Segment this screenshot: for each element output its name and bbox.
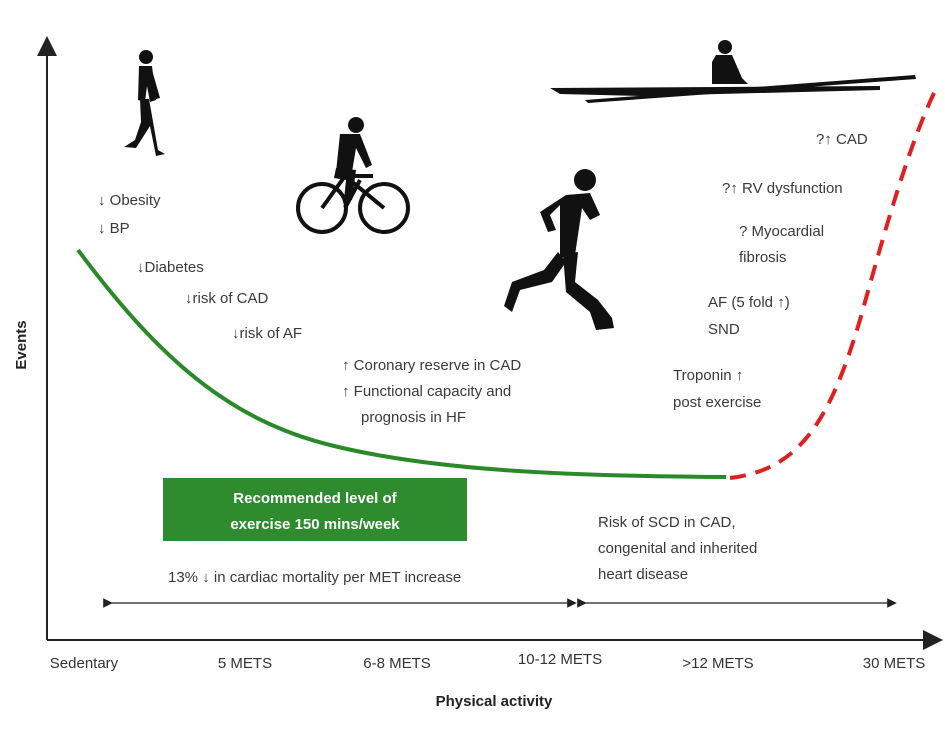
risk-troponin: Troponin ↑ [673, 367, 743, 384]
benefit-curve [76, 248, 727, 479]
x-axis-label: Physical activity [436, 693, 553, 710]
benefit-af-risk: ↓risk of AF [232, 325, 302, 342]
risk-fibrosis: fibrosis [739, 249, 787, 266]
scd-note-line1: Risk of SCD in CAD, [598, 514, 736, 531]
benefit-prognosis: prognosis in HF [361, 409, 466, 426]
benefit-coronary-reserve: ↑ Coronary reserve in CAD [342, 357, 521, 374]
walker-icon [124, 50, 165, 156]
scd-note-line3: heart disease [598, 566, 688, 583]
risk-snd: SND [708, 321, 740, 338]
benefit-diabetes: ↓Diabetes [137, 259, 204, 276]
risk-post-exercise: post exercise [673, 394, 761, 411]
risk-rv-dysfunction: ?↑ RV dysfunction [722, 180, 843, 197]
rower-icon [550, 40, 916, 103]
risk-curve [729, 84, 940, 480]
recommendation-box [163, 478, 467, 541]
recommendation-line1: Recommended level of [233, 490, 397, 507]
benefit-cad-risk: ↓risk of CAD [185, 290, 269, 307]
tick-label: 30 METS [863, 655, 926, 672]
cyclist-icon [296, 117, 410, 234]
y-axis-label: Events [13, 320, 30, 369]
risk-myocardial: ? Myocardial [739, 223, 824, 240]
tick-label: Sedentary [50, 655, 119, 672]
risk-af: AF (5 fold ↑) [708, 294, 790, 311]
runner-icon [504, 169, 614, 330]
tick-label: 10-12 METS [518, 651, 602, 668]
tick-label: 5 METS [218, 655, 272, 672]
scd-note-line2: congenital and inherited [598, 540, 757, 557]
risk-cad: ?↑ CAD [816, 131, 868, 148]
benefit-bp: ↓ BP [98, 220, 130, 237]
mortality-note: 13% ↓ in cardiac mortality per MET incre… [168, 569, 461, 586]
benefit-functional-capacity: ↑ Functional capacity and [342, 383, 511, 400]
benefit-obesity: ↓ Obesity [98, 192, 161, 209]
tick-label: >12 METS [682, 655, 753, 672]
recommendation-line2: exercise 150 mins/week [230, 516, 400, 533]
tick-label: 6-8 METS [363, 655, 431, 672]
